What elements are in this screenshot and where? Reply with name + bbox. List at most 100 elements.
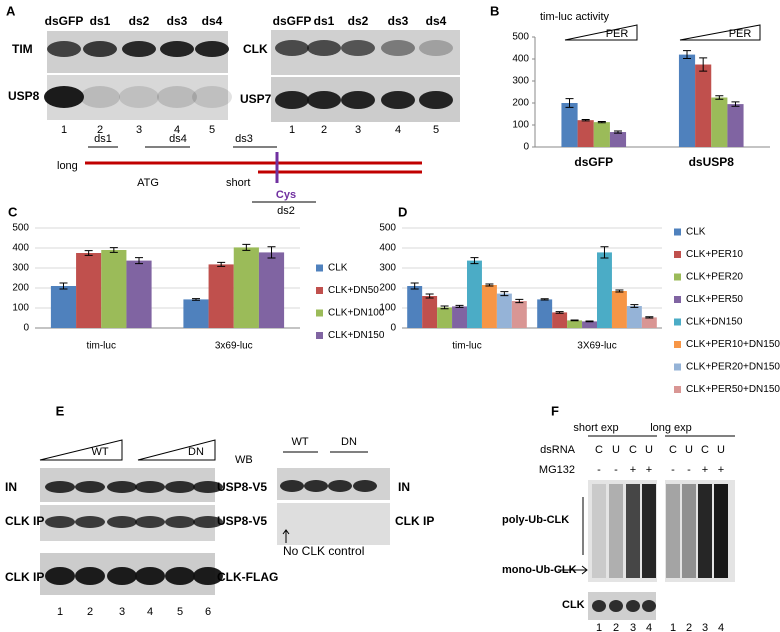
ramp [39, 439, 123, 461]
lane-number: 6 [205, 606, 211, 618]
row-label: CLK IP [5, 570, 44, 584]
panel-label: E [56, 403, 65, 418]
row-label: IN [398, 480, 410, 494]
lane-number: 2 [87, 606, 93, 618]
legend-swatch [674, 341, 681, 348]
y-tick-label: 200 [12, 283, 29, 294]
error-bar [615, 289, 624, 293]
legend-label: CLK+DN100 [328, 308, 385, 319]
bar [511, 301, 527, 328]
blot-band [304, 480, 328, 492]
label: long [57, 160, 78, 172]
y-tick-label: 500 [12, 223, 29, 234]
lane-label: ds4 [426, 14, 447, 28]
annotation: PER [606, 28, 629, 40]
lane-number: 2 [613, 622, 619, 632]
label: DN [341, 436, 357, 448]
bar [496, 293, 512, 328]
legend-label: CLK+PER10+DN150 [686, 339, 780, 350]
blot-band [107, 567, 137, 585]
blot-band [609, 600, 623, 612]
condition-value: C [669, 444, 677, 456]
label: short exp [573, 422, 618, 434]
lane-number: 4 [174, 124, 180, 136]
error-bar [555, 311, 564, 314]
error-bar [613, 130, 622, 134]
blot-band [165, 516, 195, 528]
blot-band [45, 516, 75, 528]
blot-band [626, 600, 640, 612]
chart-title: tim-luc activity [540, 11, 610, 23]
bar [552, 312, 568, 328]
row-label: TIM [12, 42, 33, 56]
lane-label: ds2 [348, 14, 369, 28]
legend-label: CLK+PER50+DN150 [686, 384, 780, 395]
blot-band [75, 481, 105, 493]
x-tick-label: tim-luc [87, 341, 116, 352]
x-tick-label: tim-luc [452, 341, 481, 352]
bar [452, 306, 467, 328]
error-bar [410, 282, 419, 290]
lane-number: 3 [630, 622, 636, 632]
legend-swatch [316, 287, 323, 294]
error-bar [683, 50, 692, 60]
condition-value: + [630, 464, 636, 476]
lane-label: dsGFP [273, 14, 312, 28]
lane-number: 1 [61, 124, 67, 136]
label: DN [188, 446, 204, 458]
bar [258, 252, 285, 328]
lane-number: 5 [177, 606, 183, 618]
legend-label: CLK+DN150 [328, 330, 385, 341]
blot-band [307, 91, 341, 109]
condition-value: + [718, 464, 724, 476]
panel-label: B [490, 3, 499, 18]
condition-value: U [612, 444, 620, 456]
condition-value: C [595, 444, 603, 456]
condition-value: + [646, 464, 652, 476]
legend-label: CLK+DN50 [328, 285, 379, 296]
y-tick-label: 300 [379, 263, 396, 274]
bar [437, 307, 453, 328]
error-bar [715, 95, 724, 100]
legend-swatch [674, 228, 681, 236]
lane-number: 3 [136, 124, 142, 136]
blot-band [107, 516, 137, 528]
condition-value: - [687, 464, 691, 476]
panel-label: A [6, 3, 16, 18]
blot-band [341, 91, 375, 109]
fragment-label: ds2 [277, 205, 295, 217]
y-tick-label: 200 [379, 283, 396, 294]
blot-band [45, 481, 75, 493]
error-bar [455, 304, 464, 308]
label: WT [91, 446, 108, 458]
arrow [282, 529, 290, 543]
label: ATG [137, 177, 159, 189]
error-bar [267, 246, 276, 259]
blot-band [419, 40, 453, 56]
error-bar [500, 291, 509, 297]
bar [407, 286, 423, 328]
lane-label: dsGFP [45, 14, 84, 28]
arrow [558, 565, 588, 575]
lane-number: 4 [147, 606, 153, 618]
row-label: CLK IP [395, 514, 434, 528]
blot-band [592, 600, 606, 612]
panel-label: F [551, 403, 559, 418]
fragment-label: ds3 [235, 133, 253, 145]
x-tick-label: dsGFP [574, 155, 613, 169]
blot-band [193, 516, 223, 528]
error-bar [565, 98, 574, 108]
condition-value: U [645, 444, 653, 456]
error-bar [581, 119, 590, 122]
error-bar [600, 246, 609, 259]
condition-value: - [597, 464, 601, 476]
label: WB [235, 454, 253, 466]
y-tick-label: 200 [512, 98, 529, 109]
lane-number: 1 [57, 606, 63, 618]
band-label: mono-Ub-CLK [502, 564, 577, 576]
ramp [137, 439, 216, 461]
bar [678, 54, 696, 147]
legend-swatch [674, 273, 681, 281]
fragment-label: ds1 [94, 133, 112, 145]
